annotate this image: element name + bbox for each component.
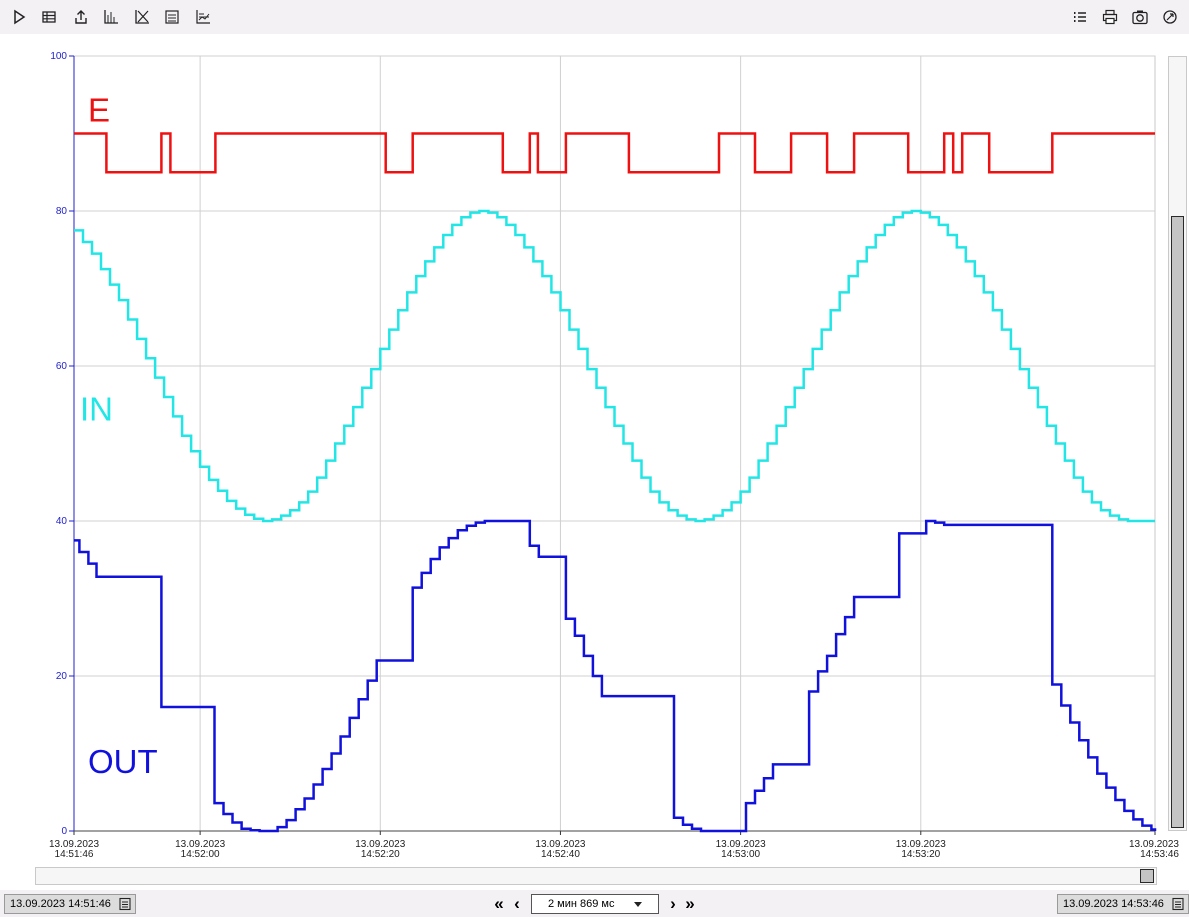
last-page-button[interactable]: » <box>685 894 695 913</box>
x-tick-label-date: 13.09.2023 <box>1129 839 1179 850</box>
series-line-in <box>74 209 1155 523</box>
print-icon[interactable] <box>1099 6 1121 28</box>
calendar-icon[interactable] <box>118 897 132 911</box>
x-tick-label-date: 13.09.2023 <box>175 839 225 850</box>
x-tick-label-date: 13.09.2023 <box>355 839 405 850</box>
start-time-field[interactable]: 13.09.2023 14:51:46 <box>4 894 136 914</box>
end-time-label: 13.09.2023 14:53:46 <box>1063 898 1164 910</box>
y-tick-label: 100 <box>50 51 67 62</box>
start-time-label: 13.09.2023 14:51:46 <box>10 898 111 910</box>
x-tick-label-time: 14:52:20 <box>361 849 400 860</box>
prev-page-button[interactable]: ‹ <box>514 894 520 913</box>
series-line-e <box>74 132 1155 174</box>
horizontal-scrollbar-thumb[interactable] <box>1140 869 1154 883</box>
statusbar: 13.09.2023 14:51:46 « ‹ 2 мин 869 мс › »… <box>0 890 1189 917</box>
axes-icon[interactable] <box>100 6 122 28</box>
x-tick-label-date: 13.09.2023 <box>896 839 946 850</box>
first-page-button[interactable]: « <box>494 894 504 913</box>
chevron-down-icon <box>634 902 642 907</box>
camera-icon[interactable] <box>1129 6 1151 28</box>
x-tick-label-time: 14:53:20 <box>901 849 940 860</box>
legend-list-icon[interactable] <box>1069 6 1091 28</box>
x-tick-label-time: 14:53:46 <box>1140 849 1179 860</box>
vertical-scrollbar[interactable] <box>1168 56 1187 831</box>
x-tick-label-time: 14:52:40 <box>541 849 580 860</box>
y-tick-label: 40 <box>56 516 68 527</box>
time-range-value: 2 мин 869 мс <box>548 898 615 910</box>
play-icon[interactable] <box>8 6 30 28</box>
calendar-icon[interactable] <box>1171 897 1185 911</box>
x-tick-label-date: 13.09.2023 <box>49 839 99 850</box>
x-tick-label-time: 14:53:00 <box>721 849 760 860</box>
series-line-out <box>74 519 1157 833</box>
chart-settings-icon[interactable] <box>192 6 214 28</box>
y-tick-label: 80 <box>56 206 68 217</box>
time-range-select[interactable]: 2 мин 869 мс <box>531 894 659 914</box>
x-tick-label-date: 13.09.2023 <box>716 839 766 850</box>
y-tick-label: 20 <box>56 671 68 682</box>
axes-off-icon[interactable] <box>131 6 153 28</box>
y-tick-label: 0 <box>61 826 67 837</box>
x-tick-label-date: 13.09.2023 <box>535 839 585 850</box>
trend-chart[interactable]: 02040608010013.09.202314:51:4613.09.2023… <box>0 34 1189 867</box>
series-label-e: E <box>88 92 110 129</box>
x-tick-label-time: 14:51:46 <box>55 849 94 860</box>
refresh-icon[interactable] <box>1159 6 1181 28</box>
end-time-field[interactable]: 13.09.2023 14:53:46 <box>1057 894 1189 914</box>
table-icon[interactable] <box>38 6 60 28</box>
horizontal-scrollbar[interactable] <box>35 867 1157 885</box>
export-icon[interactable] <box>70 6 92 28</box>
toolbar <box>0 0 1189 34</box>
series-label-in: IN <box>80 390 113 427</box>
vertical-scrollbar-thumb[interactable] <box>1171 216 1184 828</box>
plot-frame <box>73 55 1156 832</box>
x-tick-label-time: 14:52:00 <box>181 849 220 860</box>
y-tick-label: 60 <box>56 361 68 372</box>
series-label-out: OUT <box>88 743 158 780</box>
chart-lines-icon[interactable] <box>161 6 183 28</box>
next-page-button[interactable]: › <box>670 894 676 913</box>
